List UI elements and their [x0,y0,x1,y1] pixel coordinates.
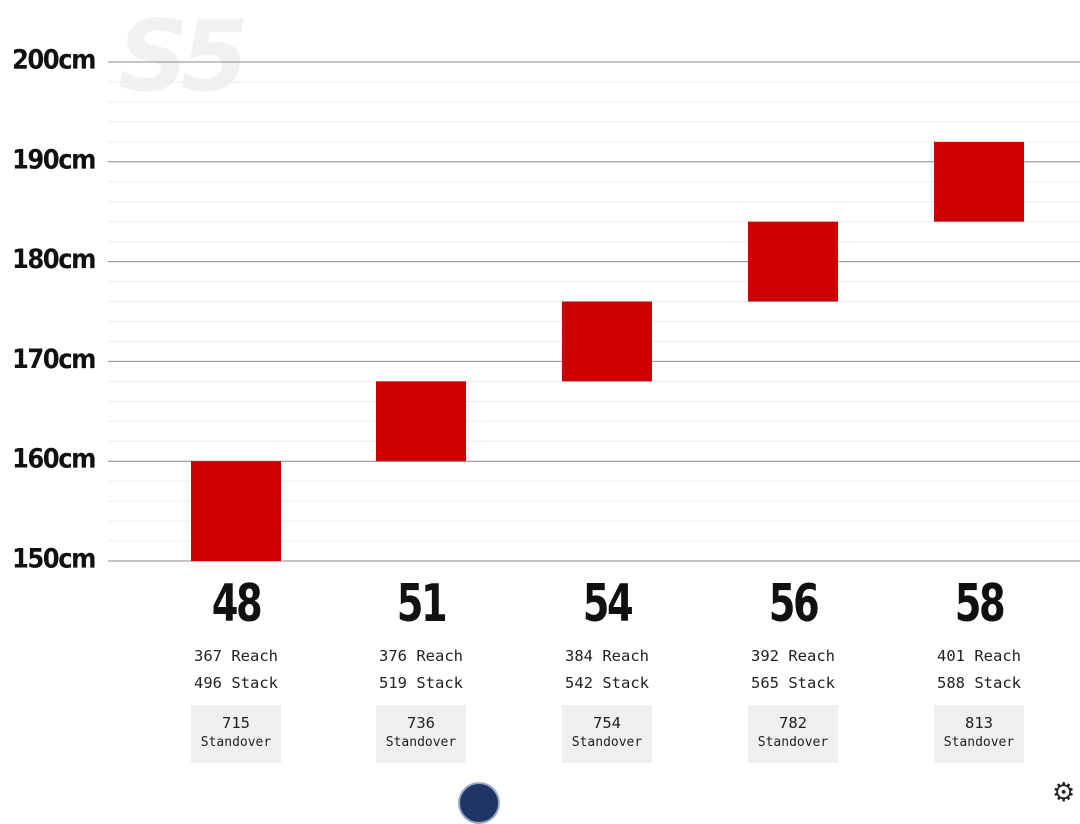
size-bar-51[interactable] [376,381,466,462]
stack-value: 565 Stack [751,674,835,692]
geometry-block: 376 Reach 519 Stack [341,643,501,697]
size-label: 58 [954,574,1006,634]
standover-value: 754 [593,714,621,732]
geometry-block: 392 Reach 565 Stack [713,643,873,697]
standover-value: 736 [407,714,435,732]
y-tick-label: 170cm [12,344,95,375]
gear-icon[interactable]: ⚙ [1052,778,1076,808]
size-bar-54[interactable] [562,301,652,382]
standover-box: 715 Standover [191,705,281,763]
standover-value: 813 [965,714,993,732]
size-bar-56[interactable] [748,221,838,302]
rider-height-chart: S5 150cm 160cm 170cm 180cm 190cm 200cm [12,0,1080,575]
standover-label: Standover [385,735,457,750]
stack-value: 588 Stack [937,674,1021,692]
standover-box: 813 Standover [934,705,1024,763]
geometry-block: 401 Reach 588 Stack [899,643,1059,697]
reach-value: 376 Reach [379,647,463,665]
y-tick-label: 150cm [12,544,95,575]
stack-value: 519 Stack [379,674,463,692]
reach-value: 401 Reach [937,647,1021,665]
standover-box: 782 Standover [748,705,838,763]
standover-value: 782 [779,714,807,732]
size-label: 51 [396,574,448,634]
reach-value: 384 Reach [565,647,649,665]
standover-box: 736 Standover [376,705,466,763]
reach-value: 392 Reach [751,647,835,665]
y-tick-label: 200cm [12,45,95,76]
size-label: 48 [211,574,263,634]
y-tick-label: 190cm [12,144,95,175]
geometry-block: 367 Reach 496 Stack [156,643,316,697]
size-label: 56 [768,574,820,634]
standover-label: Standover [200,735,272,750]
standover-value: 715 [222,714,250,732]
stack-value: 542 Stack [565,674,649,692]
size-label: 54 [582,574,634,634]
standover-label: Standover [943,735,1015,750]
watermark-logo: S5 [118,0,245,114]
standover-label: Standover [757,735,829,750]
stack-value: 496 Stack [194,674,278,692]
reach-value: 367 Reach [194,647,278,665]
y-tick-label: 160cm [12,444,95,475]
geometry-block: 384 Reach 542 Stack [527,643,687,697]
blue-circle-icon[interactable] [458,782,500,824]
y-tick-label: 180cm [12,244,95,275]
size-bar-58[interactable] [934,141,1024,222]
standover-label: Standover [571,735,643,750]
size-bar-48[interactable] [191,461,281,561]
standover-box: 754 Standover [562,705,652,763]
